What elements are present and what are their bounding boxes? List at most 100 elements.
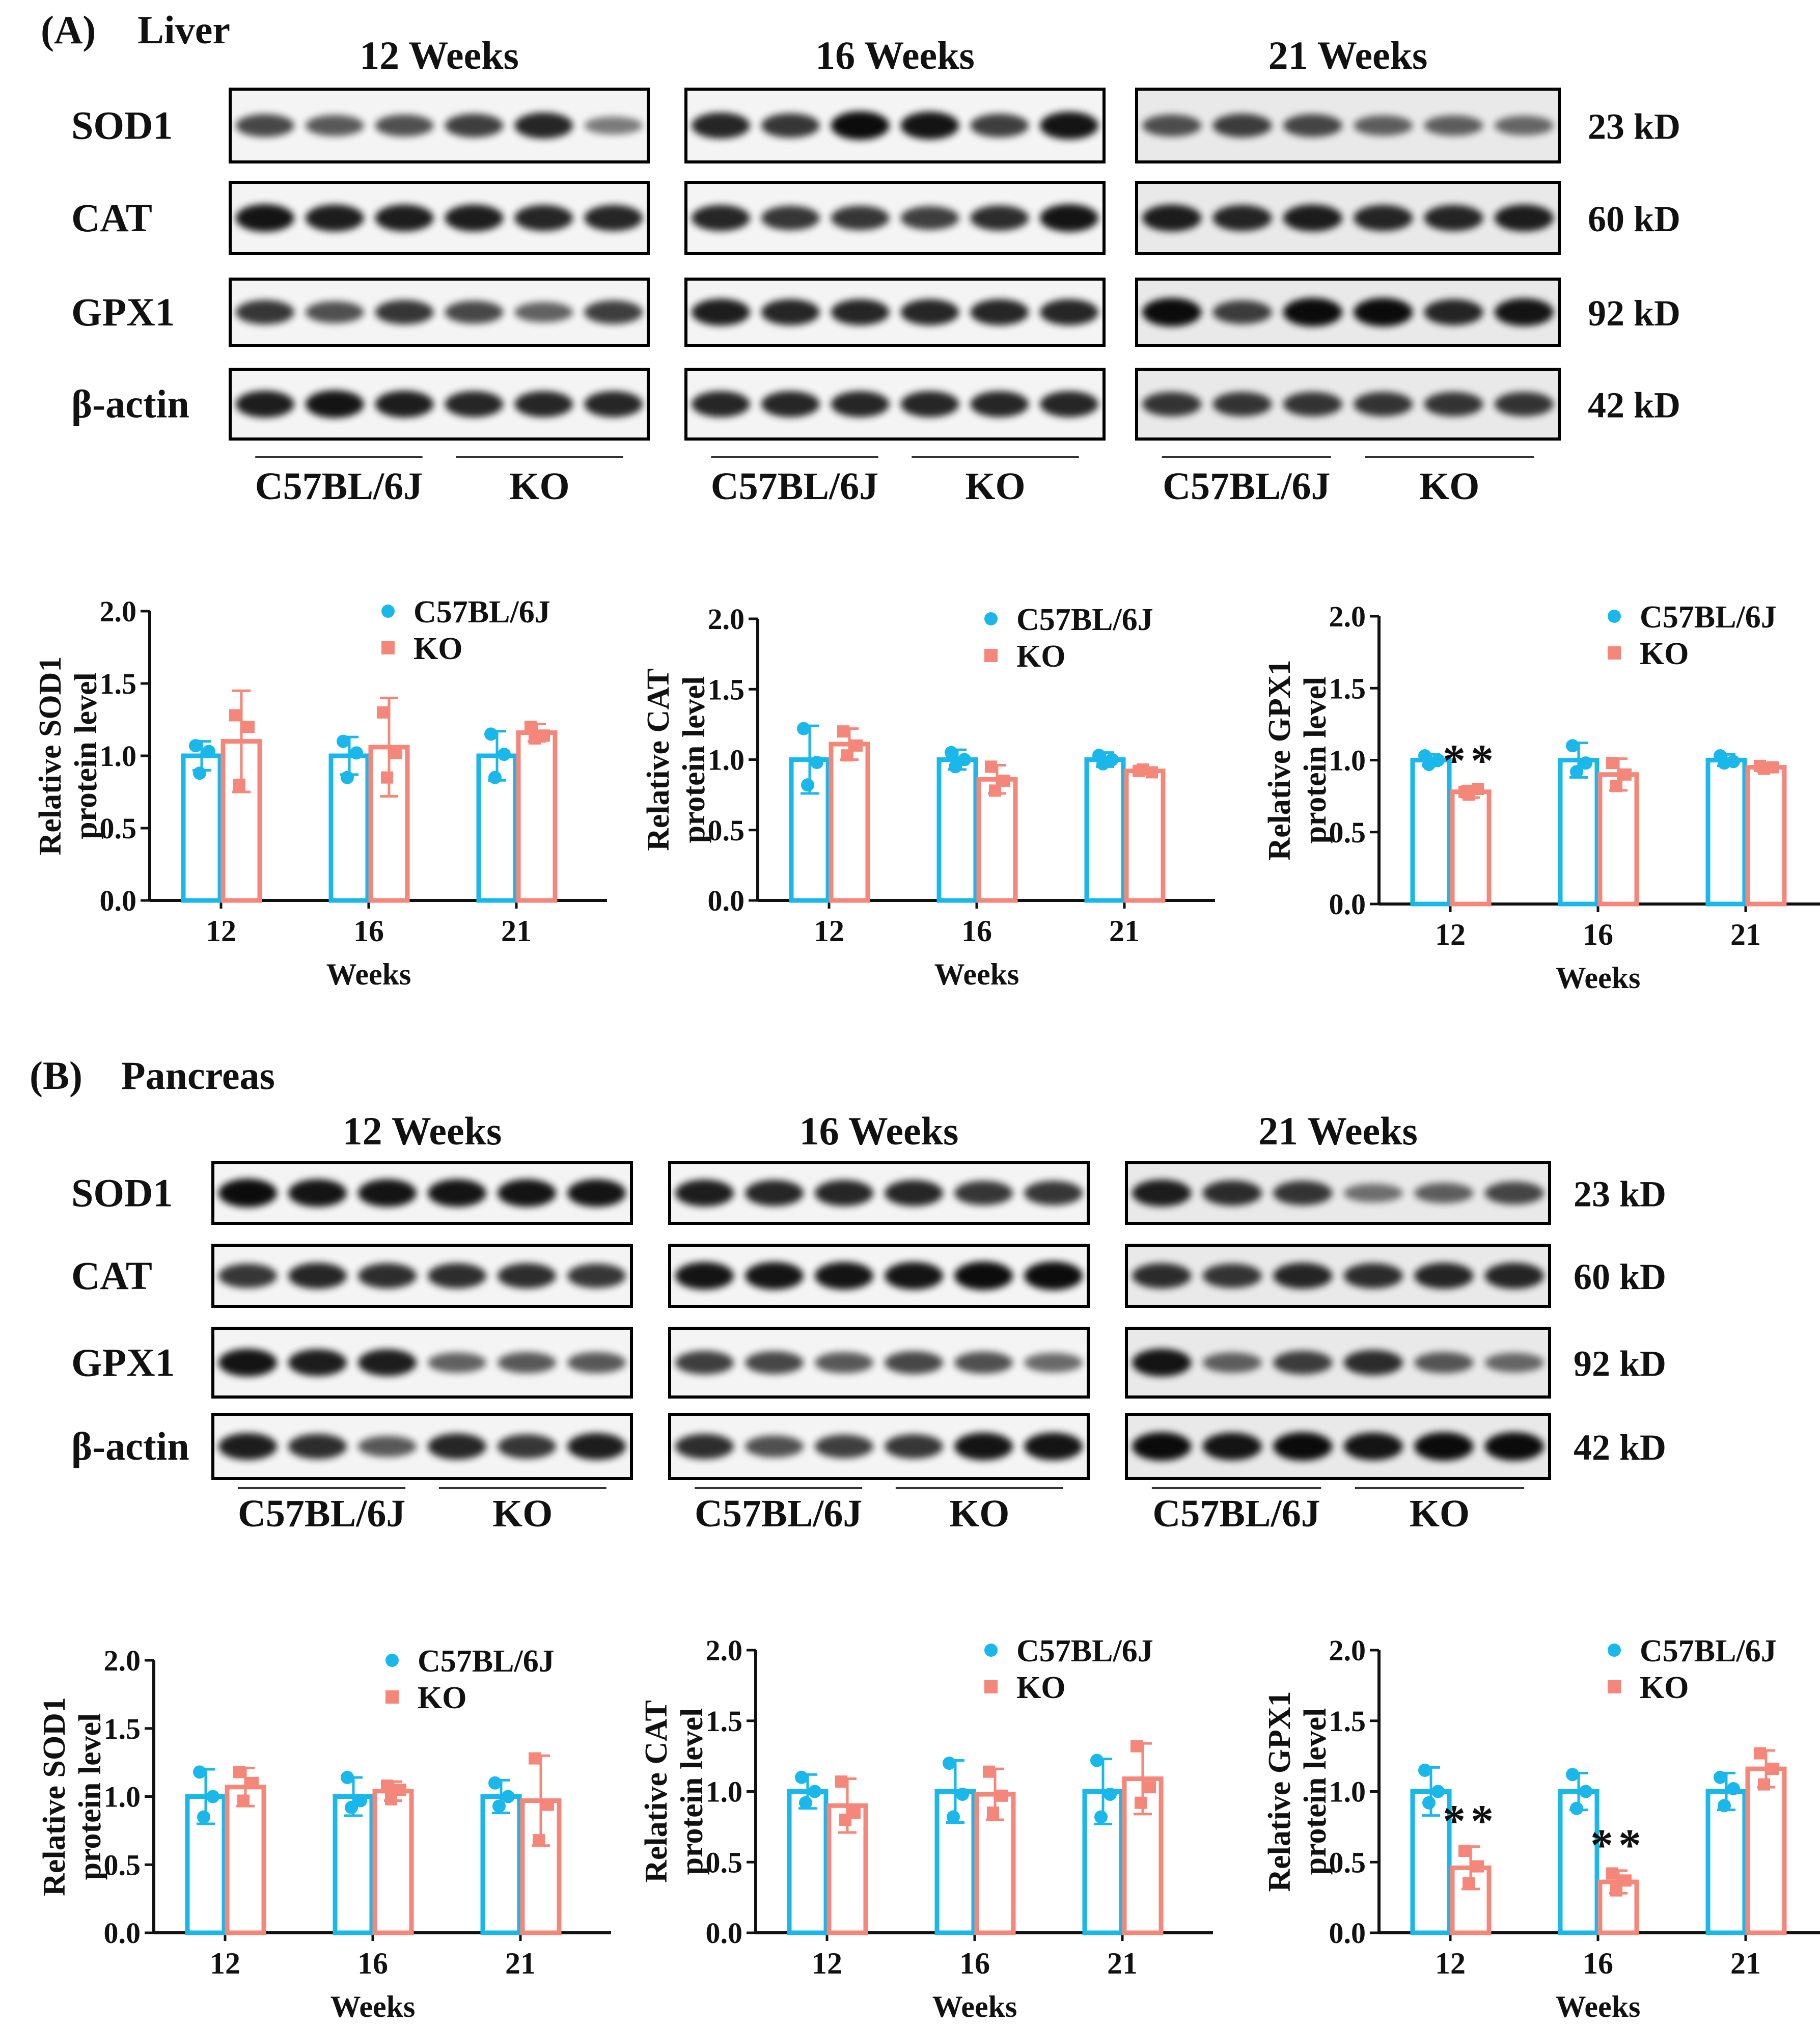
data-point bbox=[1566, 1768, 1579, 1782]
data-point bbox=[488, 1776, 502, 1790]
blot-band bbox=[288, 1349, 347, 1376]
blot-band bbox=[1343, 1350, 1403, 1376]
y-tick-label: 0.5 bbox=[1329, 1846, 1366, 1879]
bar-wt bbox=[1705, 758, 1747, 907]
bar-ko bbox=[1450, 789, 1492, 907]
data-point bbox=[233, 778, 245, 791]
blot-band bbox=[567, 1179, 626, 1207]
x-tick-label: 16 bbox=[357, 1947, 388, 1980]
blot-band bbox=[584, 205, 643, 231]
section-liver: (A) Liver 12 Weeks 16 Weeks 21 Weeks SOD1 23 k… bbox=[41, 8, 1680, 508]
blot-band bbox=[1040, 391, 1099, 418]
x-axis-label: Weeks bbox=[1556, 1990, 1641, 2023]
x-tick-label: 16 bbox=[1583, 1947, 1613, 1980]
timepoint-header: 21 Weeks bbox=[1258, 1109, 1418, 1153]
y-tick-label: 2.0 bbox=[1329, 1634, 1366, 1667]
group-label-ko: KO bbox=[1410, 1492, 1470, 1535]
blot-frame bbox=[668, 1327, 1090, 1399]
x-axis-label: Weeks bbox=[1556, 961, 1641, 995]
blot-band bbox=[814, 1262, 874, 1290]
significance-marker: ** bbox=[1590, 1820, 1646, 1871]
blot-band bbox=[445, 391, 504, 418]
bar-ko bbox=[225, 1785, 266, 1935]
blot-band bbox=[1212, 114, 1272, 138]
blot-band bbox=[761, 113, 820, 138]
blot-band bbox=[970, 299, 1029, 325]
blot-frame bbox=[684, 88, 1106, 163]
data-point bbox=[801, 778, 814, 792]
bar-ko bbox=[1745, 765, 1787, 907]
data-point bbox=[498, 748, 511, 761]
blot-frame bbox=[684, 368, 1106, 441]
size-label: 23 kD bbox=[1574, 1174, 1666, 1215]
y-tick-label: 1.0 bbox=[706, 1775, 743, 1809]
data-point bbox=[390, 747, 402, 759]
data-point bbox=[1104, 1788, 1117, 1801]
blot-band bbox=[1343, 1432, 1403, 1461]
blot-band bbox=[1132, 1432, 1192, 1461]
blot-band bbox=[567, 1264, 626, 1288]
x-tick-label: 12 bbox=[1435, 1947, 1466, 1980]
blot-band bbox=[1024, 1181, 1083, 1206]
y-tick-label: 1.5 bbox=[708, 673, 745, 706]
blot-frame bbox=[1135, 278, 1561, 347]
data-point bbox=[1619, 1874, 1632, 1887]
data-point bbox=[341, 771, 354, 784]
data-point bbox=[1144, 1781, 1156, 1794]
blot-frame bbox=[211, 1413, 633, 1480]
blot-band bbox=[1414, 1432, 1474, 1461]
data-point bbox=[947, 1810, 960, 1824]
data-point bbox=[193, 1765, 206, 1779]
blot-band bbox=[954, 1432, 1013, 1461]
protein-label: SOD1 bbox=[71, 1171, 173, 1215]
blot-band bbox=[954, 1181, 1013, 1206]
blot-frame bbox=[1125, 1161, 1551, 1225]
blot-band bbox=[831, 299, 890, 325]
data-point bbox=[492, 1799, 506, 1813]
timepoint-header: 21 Weeks bbox=[1269, 33, 1428, 77]
blot-band bbox=[954, 1351, 1013, 1374]
x-tick-label: 21 bbox=[505, 1947, 536, 1980]
blot-band bbox=[357, 1349, 417, 1376]
blot-frame bbox=[684, 181, 1106, 255]
bar-ko bbox=[516, 730, 558, 903]
legend-label: C57BL/6J bbox=[1640, 1634, 1777, 1668]
legend-marker-wt bbox=[984, 612, 998, 625]
blot-band bbox=[427, 1352, 487, 1373]
blot-band bbox=[305, 390, 364, 418]
data-point bbox=[237, 1794, 250, 1807]
data-point bbox=[797, 722, 810, 735]
blot-frame bbox=[668, 1161, 1090, 1225]
timepoint-header: 12 Weeks bbox=[343, 1109, 502, 1153]
y-tick-label: 0.0 bbox=[104, 1917, 141, 1950]
blot-band bbox=[1414, 1263, 1474, 1289]
size-label: 60 kD bbox=[1588, 199, 1680, 239]
data-point bbox=[381, 1779, 393, 1792]
blot-band bbox=[1283, 204, 1342, 232]
y-axis-label-line: protein level bbox=[1298, 677, 1333, 844]
blot-band bbox=[514, 112, 573, 139]
data-point bbox=[987, 1806, 999, 1819]
blot-band bbox=[1414, 1352, 1474, 1374]
blot-band bbox=[1484, 1432, 1544, 1461]
blot-band bbox=[900, 206, 959, 230]
blot-band bbox=[218, 1179, 278, 1208]
blot-band bbox=[970, 114, 1029, 138]
blot-band bbox=[1024, 1432, 1083, 1461]
y-tick-label: 2.0 bbox=[706, 1634, 743, 1667]
blot-band bbox=[884, 1434, 944, 1459]
data-point bbox=[197, 1810, 210, 1824]
y-tick-label: 0.5 bbox=[708, 814, 745, 847]
data-point bbox=[835, 1775, 847, 1788]
legend-label: KO bbox=[1016, 1671, 1065, 1705]
y-axis-label-line: protein level bbox=[675, 1708, 709, 1875]
legend-marker-ko bbox=[984, 649, 998, 662]
data-point bbox=[1570, 1801, 1583, 1815]
data-point bbox=[996, 1789, 1008, 1802]
data-point bbox=[538, 729, 550, 742]
chart-pancreas-4: 0.0 0.5 1.0 1.5 2.0 Relative CATprotein level… bbox=[639, 1634, 1213, 2023]
protein-label: β-actin bbox=[71, 382, 189, 426]
protein-label: β-actin bbox=[71, 1424, 189, 1468]
data-point bbox=[1727, 755, 1740, 769]
blot-band bbox=[675, 1262, 734, 1290]
